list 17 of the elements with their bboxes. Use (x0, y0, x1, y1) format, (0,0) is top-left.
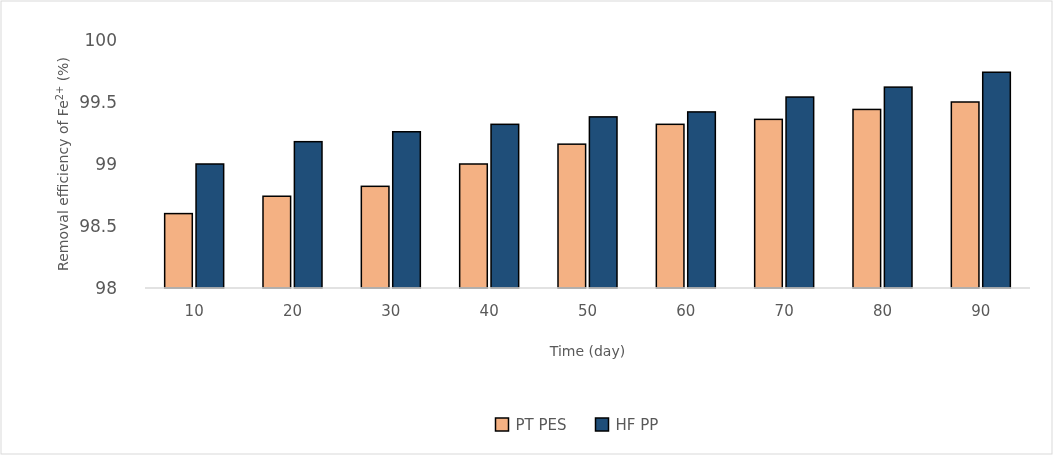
x-tick-label: 10 (184, 302, 204, 320)
x-tick-label: 50 (577, 302, 598, 320)
y-tick-label: 99.5 (79, 91, 117, 112)
x-tick-label: 70 (774, 302, 794, 320)
y-tick-label: 100 (84, 29, 117, 50)
x-tick-label: 40 (479, 302, 499, 320)
y-tick-label: 98.5 (79, 215, 117, 236)
x-tick-label: 30 (381, 302, 401, 320)
x-tick-label: 60 (676, 302, 696, 320)
legend-label: PT PES (515, 416, 567, 435)
x-tick-label: 80 (872, 302, 893, 320)
x-axis-title: Time (day) (548, 343, 626, 359)
legend-label: HF PP (615, 416, 659, 435)
y-tick-label: 98 (95, 277, 117, 298)
x-tick-label: 20 (282, 302, 303, 320)
x-tick-label: 90 (971, 302, 991, 320)
y-tick-label: 99 (95, 153, 117, 174)
